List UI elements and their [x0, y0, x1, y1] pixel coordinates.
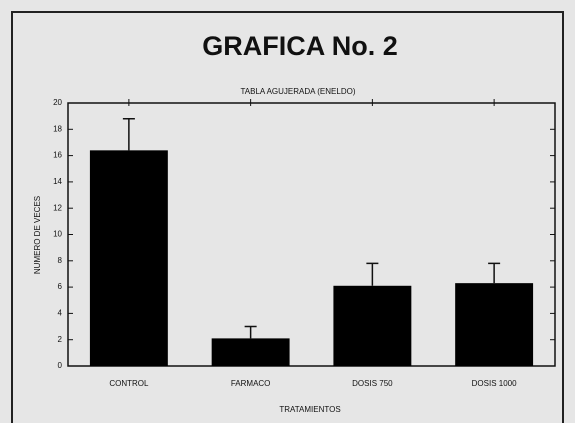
- bar: [333, 285, 412, 366]
- y-tick-label: 10: [53, 230, 62, 239]
- x-tick-label: DOSIS 1000: [472, 379, 517, 388]
- y-axis-label: NUMERO DE VECES: [33, 196, 42, 274]
- y-tick-label: 14: [53, 177, 62, 186]
- chart-subtitle: TABLA AGUJERADA (ENELDO): [241, 87, 356, 96]
- x-axis-label: TRATAMIENTOS: [279, 405, 340, 414]
- error-bar: [366, 262, 379, 286]
- error-bar: [122, 118, 135, 151]
- x-tick-label: CONTROL: [109, 379, 149, 388]
- y-tick-label: 2: [58, 335, 63, 344]
- x-tick-label: FARMACO: [231, 379, 271, 388]
- bar: [455, 283, 534, 366]
- y-tick-label: 16: [53, 151, 62, 160]
- chart-title: GRAFICA No. 2: [202, 31, 398, 61]
- error-bar: [244, 325, 257, 339]
- bar: [89, 150, 168, 366]
- y-tick-label: 20: [53, 98, 62, 107]
- y-tick-label: 4: [58, 309, 63, 318]
- y-tick-label: 0: [58, 361, 63, 370]
- bar: [211, 338, 290, 366]
- error-bar: [488, 262, 501, 284]
- y-tick-label: 6: [58, 282, 63, 291]
- x-tick-label: DOSIS 750: [352, 379, 393, 388]
- y-tick-label: 18: [53, 124, 62, 133]
- y-tick-label: 12: [53, 203, 62, 212]
- frame: [11, 11, 564, 423]
- y-tick-label: 8: [58, 256, 63, 265]
